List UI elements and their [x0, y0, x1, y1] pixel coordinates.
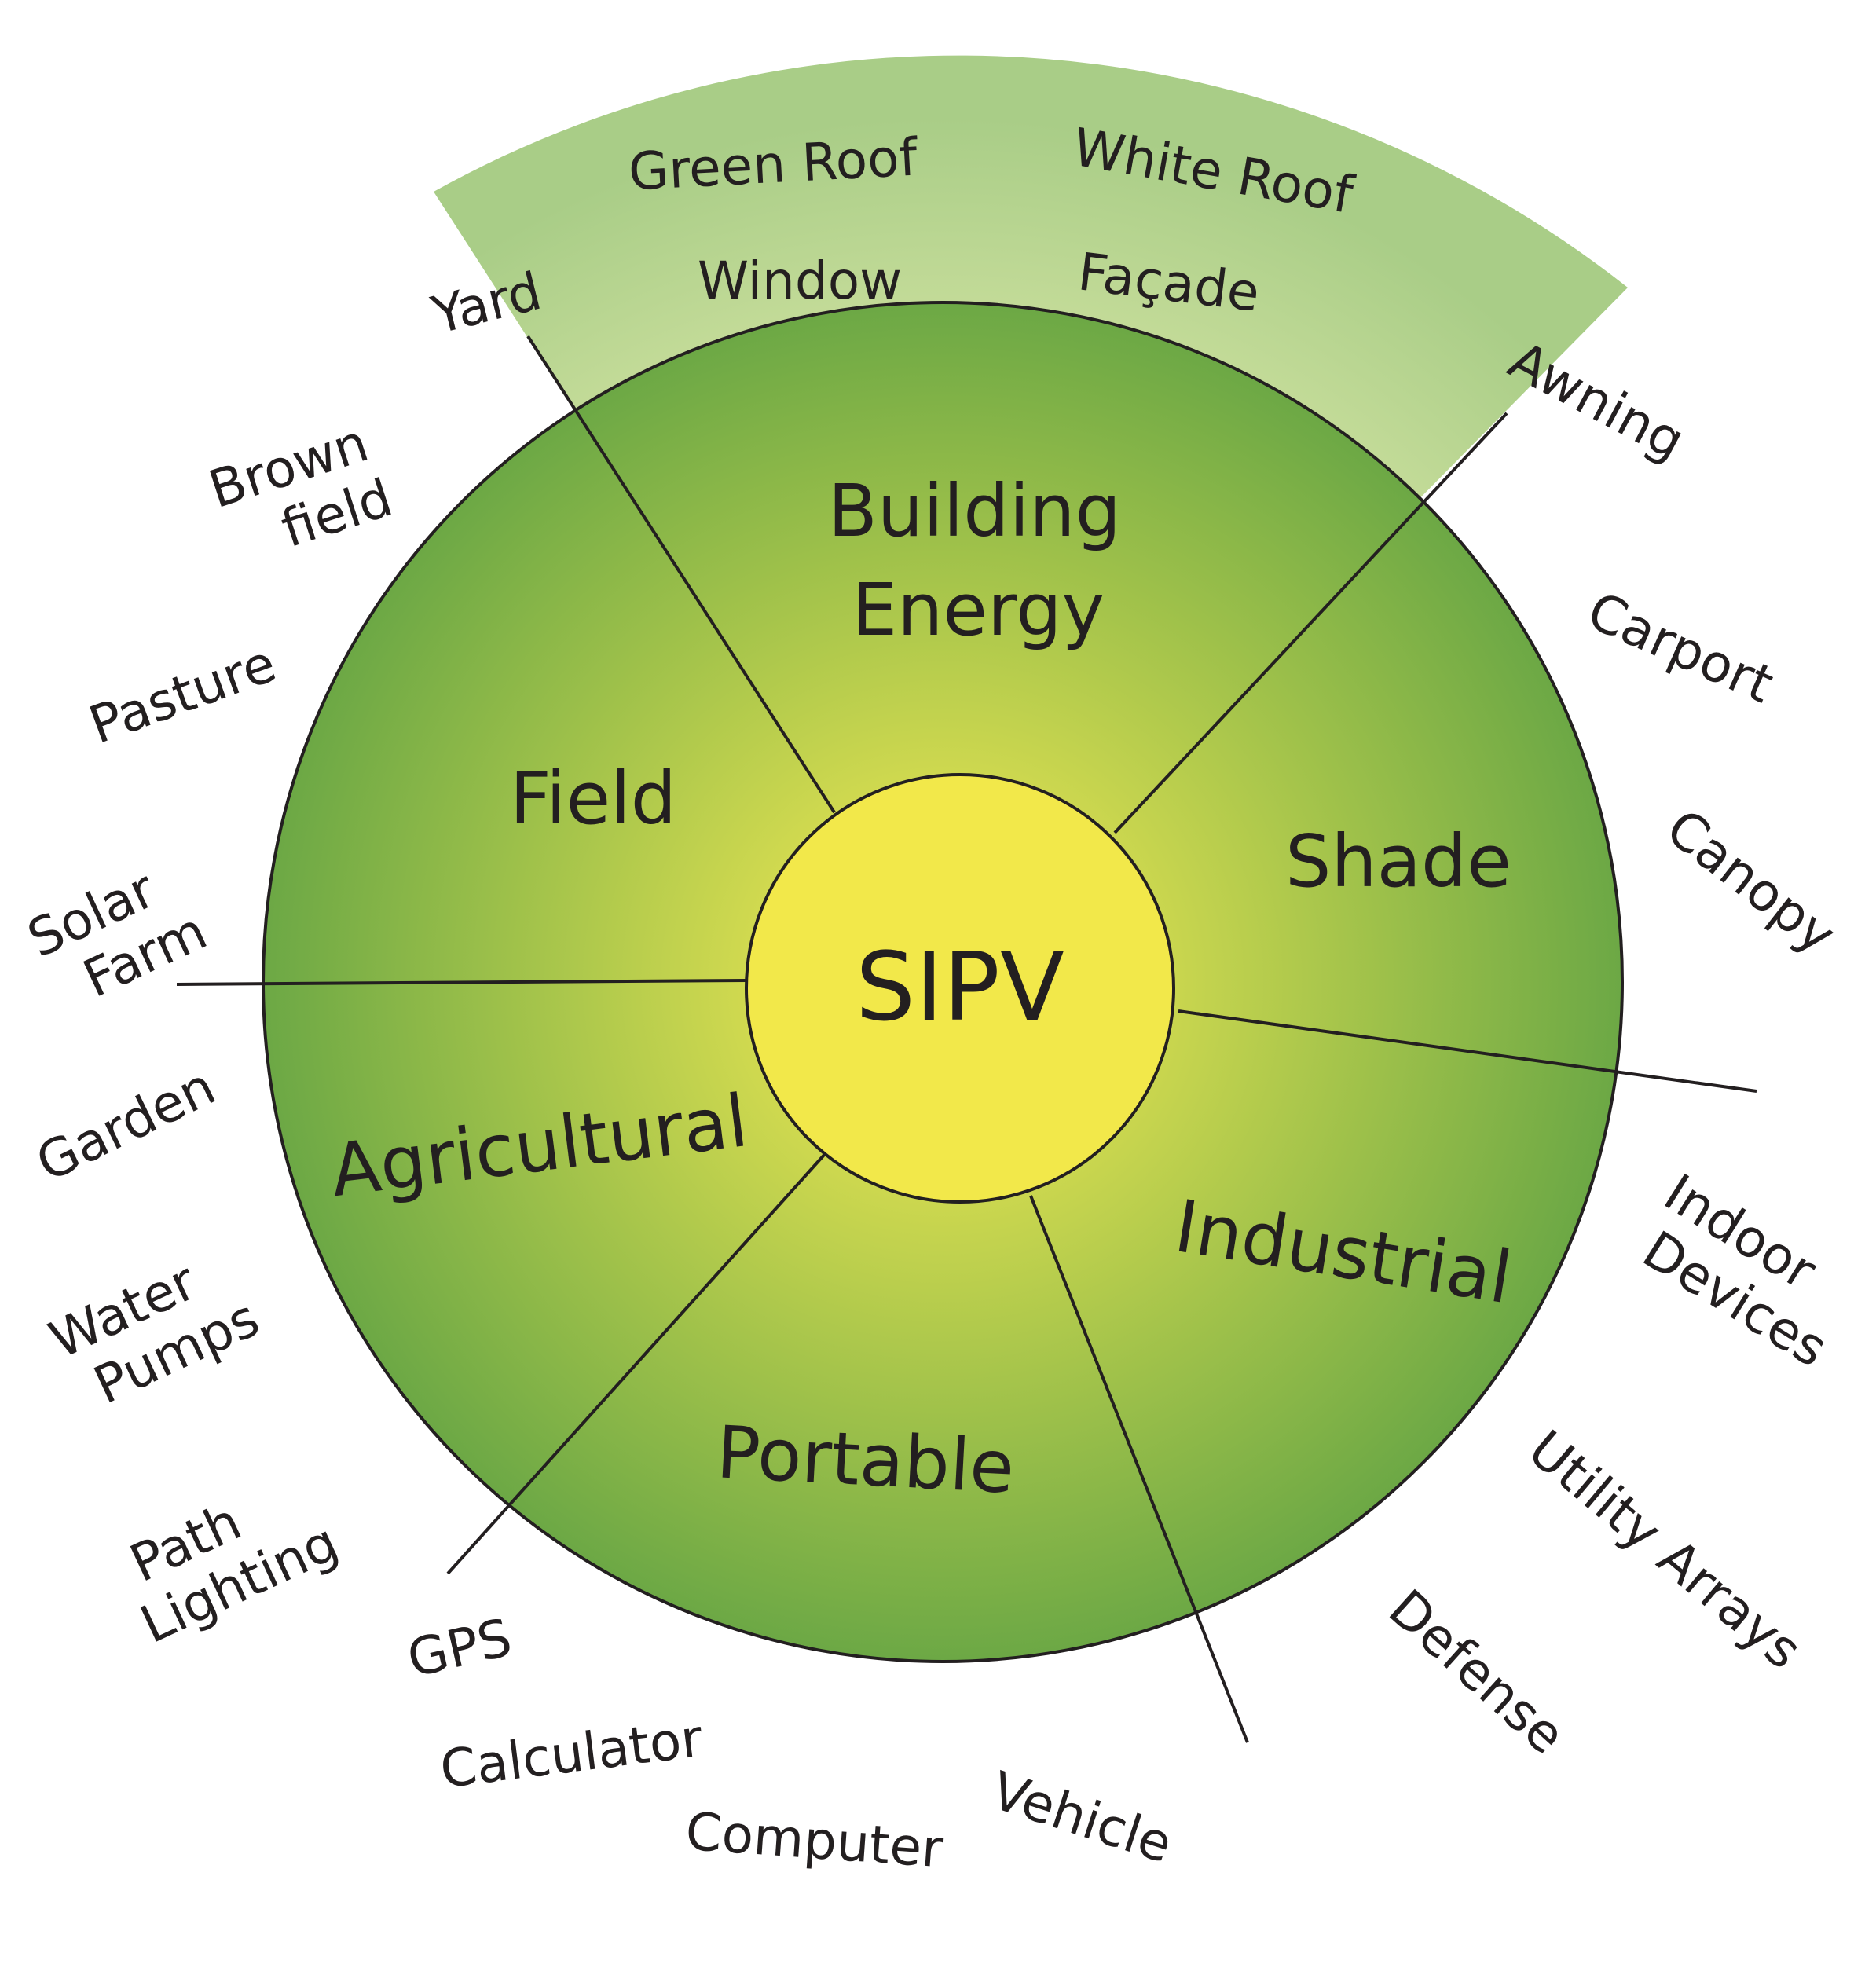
app-label-vehicle: Vehicle	[984, 1761, 1179, 1875]
app-label-water-pumps: WaterPumps	[41, 1233, 268, 1425]
app-label-indoor-devices: IndoorDevices	[1622, 1163, 1870, 1380]
hub-circle	[745, 773, 1175, 1204]
app-label-garden: Garden	[27, 1056, 225, 1193]
divider-gps	[446, 1152, 826, 1575]
app-label-awning: Awning	[1499, 330, 1694, 472]
divider-yard	[526, 335, 836, 814]
sector-label-shade: Shade	[1285, 819, 1511, 903]
app-label-defense: Defense	[1377, 1578, 1577, 1766]
sector-label-building-line-2: Energy	[852, 568, 1105, 652]
app-label-path-lighting: PathLighting	[106, 1457, 346, 1654]
sector-label-building-energy: Building Energy	[828, 469, 1144, 652]
app-label-gps: GPS	[402, 1607, 518, 1690]
divider-awning	[1113, 412, 1508, 834]
divider-indoor	[1178, 1009, 1757, 1093]
app-label-solar-farm: SolarFarm	[19, 846, 216, 1023]
app-label-carport: Carport	[1579, 581, 1783, 716]
app-label-calculator: Calculator	[437, 1708, 706, 1800]
sector-label-building-line-1: Building	[828, 469, 1121, 553]
sector-label-field: Field	[510, 757, 676, 841]
band-label-window: Window	[698, 251, 902, 311]
divider-utility	[1029, 1195, 1249, 1743]
divider-solar-farm	[176, 979, 747, 986]
app-label-utility-arrays: Utility Arrays	[1517, 1419, 1813, 1681]
app-label-pasture: Pasture	[82, 633, 284, 756]
app-label-canopy: Canopy	[1655, 797, 1847, 966]
app-label-computer: Computer	[683, 1801, 946, 1880]
center-label: SIPV	[856, 933, 1064, 1042]
sector-label-portable: Portable	[714, 1410, 1016, 1510]
app-label-brown-field: Brownfield	[202, 411, 400, 577]
